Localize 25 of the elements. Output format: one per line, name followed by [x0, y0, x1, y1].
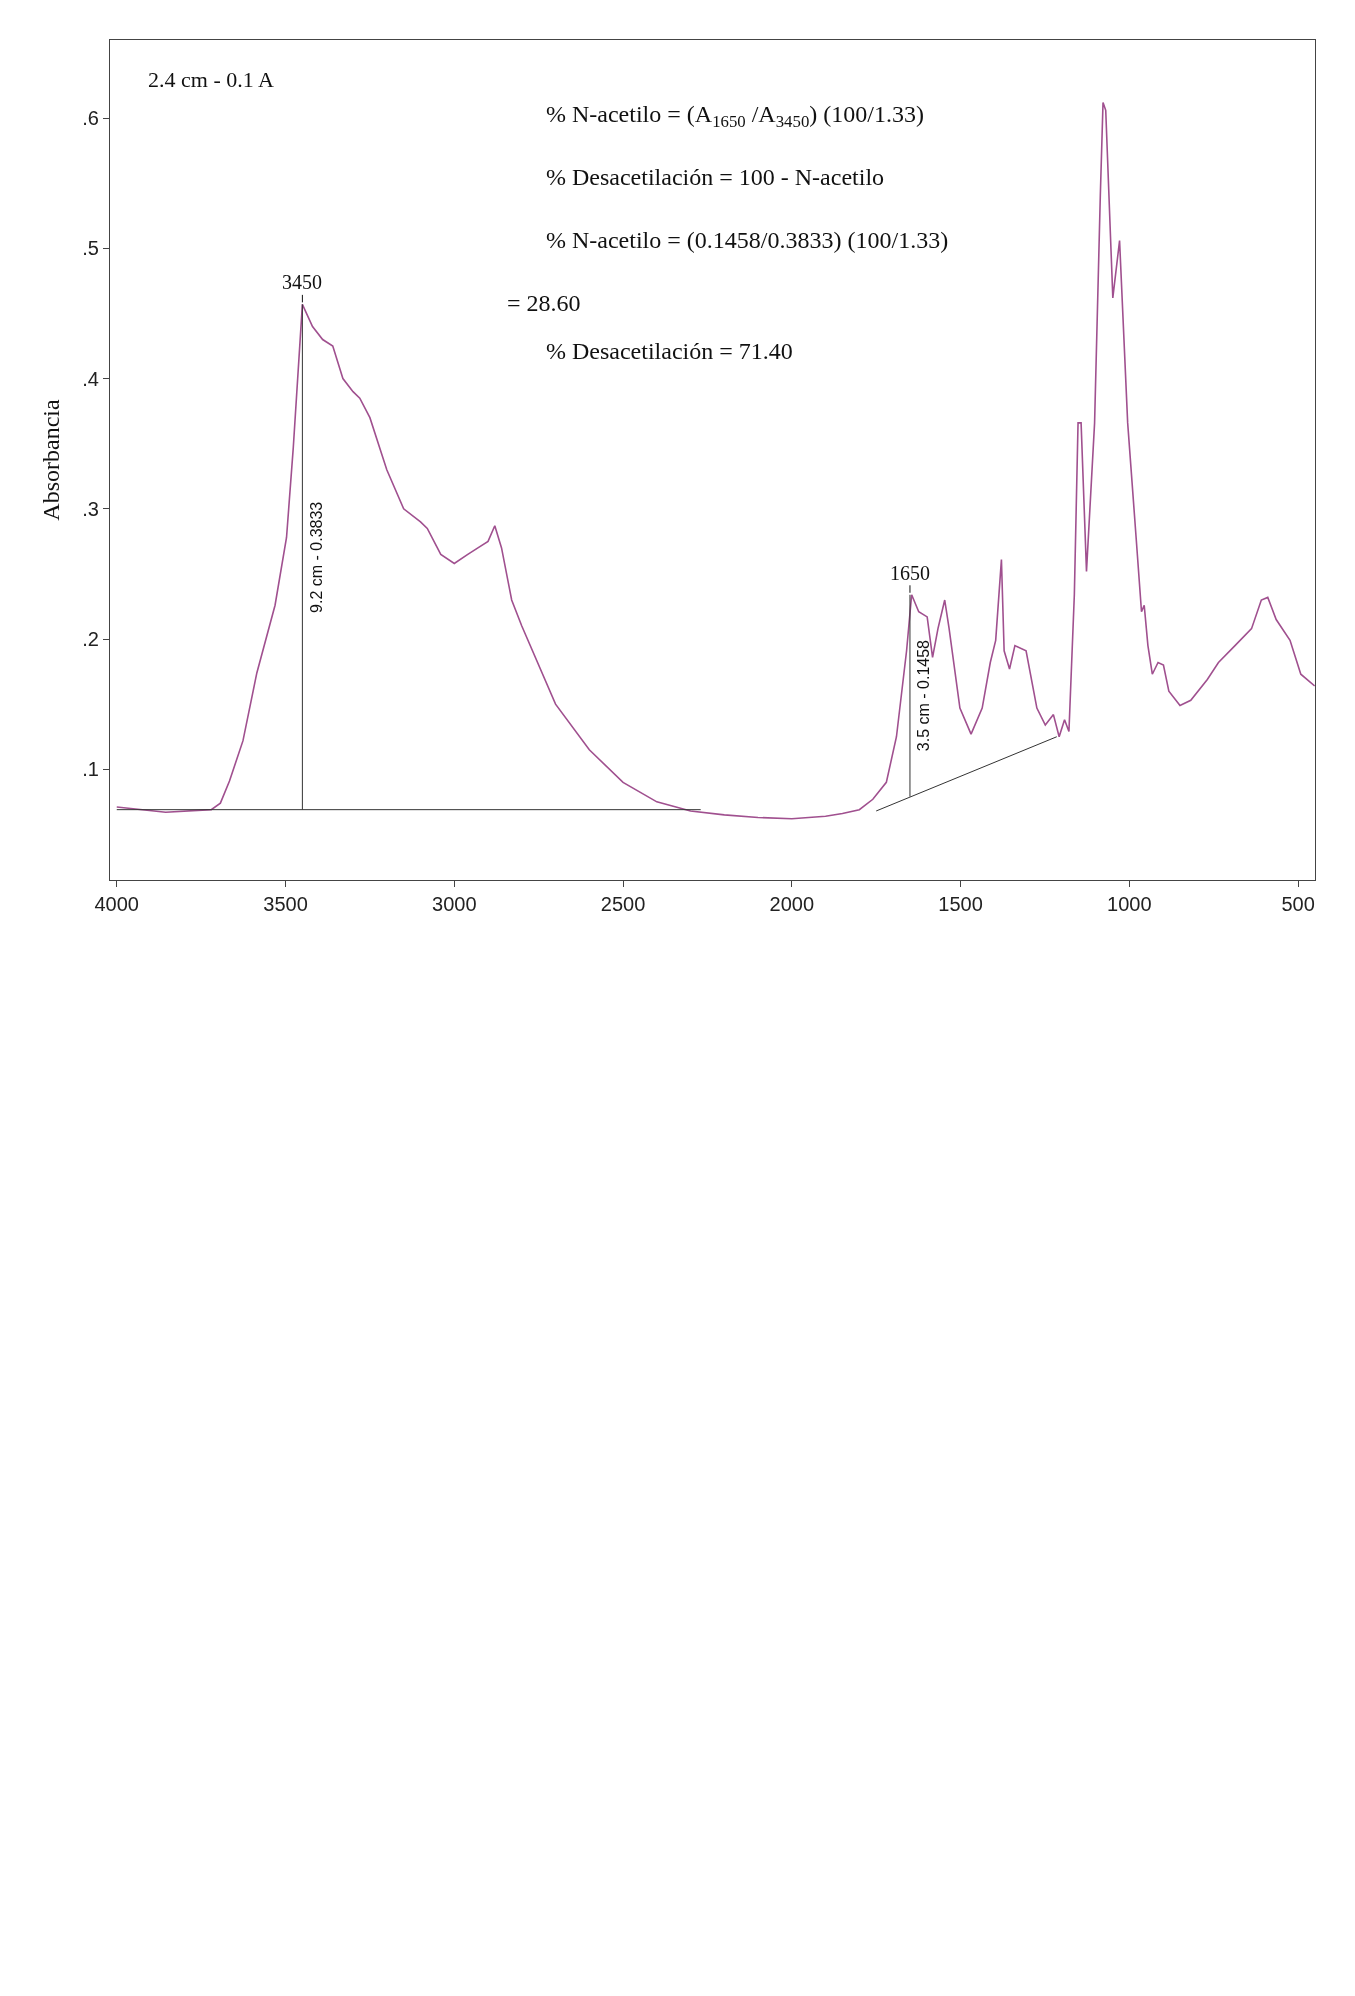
annotation: % N-acetilo = (A$_{1650}$ /A$_{3450}$) (100/1.33) [546, 101, 924, 132]
x-tick-label: 4000 [94, 893, 139, 915]
y-axis-title: Absorbancia [38, 399, 65, 521]
annotation: 2.4 cm - 0.1 A [148, 67, 274, 92]
annotation: % Desacetilación = 100 - N-acetilo [546, 164, 885, 190]
x-tick-label: 2500 [600, 893, 646, 915]
annotation: % Desacetilación = 71.40 [546, 338, 793, 364]
annotation: % N-acetilo = (0.1458/0.3833) (100/1.33) [546, 227, 949, 253]
y-tick-label: .1 [82, 758, 99, 781]
y-tick-label: .5 [82, 237, 99, 260]
x-tick-label: 1500 [938, 893, 983, 915]
y-tick-label: .2 [82, 628, 99, 651]
x-tick-label: 500 [1281, 893, 1315, 915]
annotation: 3450 [282, 271, 322, 293]
annotation: 9.2 cm - 0.3833 [307, 501, 325, 613]
y-tick-label: .6 [82, 107, 99, 130]
y-tick-label: .4 [82, 367, 99, 390]
x-tick-label: 1000 [1107, 893, 1152, 915]
x-tick-label: 3000 [432, 893, 477, 915]
x-tick-label: 3500 [263, 893, 308, 915]
annotation: = 28.60 [507, 290, 581, 316]
annotation: 1650 [890, 562, 930, 584]
y-tick-label: .3 [82, 497, 99, 520]
annotation: 3.5 cm - 0.1458 [914, 639, 932, 752]
x-tick-label: 2000 [769, 893, 815, 915]
